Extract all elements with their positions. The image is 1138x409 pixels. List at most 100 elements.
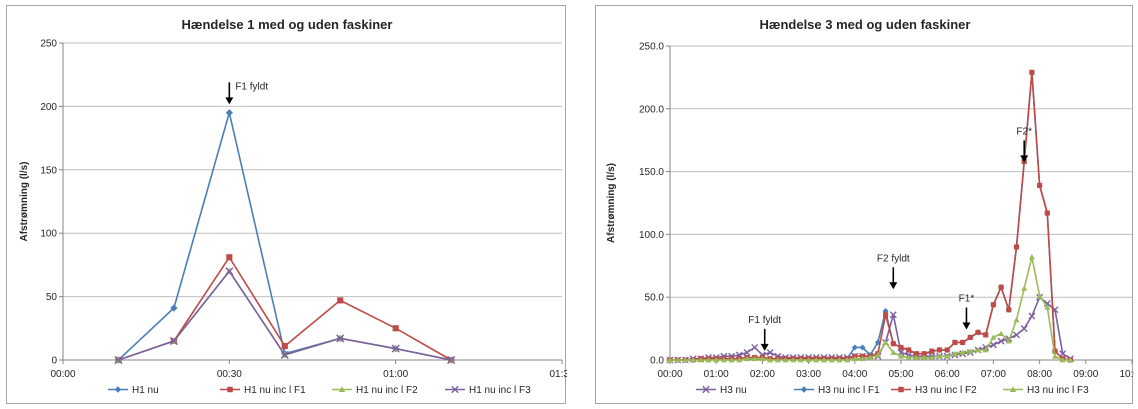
data-point: [929, 348, 935, 354]
data-point: [1020, 325, 1028, 333]
data-point: [898, 353, 904, 359]
data-point: [921, 354, 928, 360]
data-point: [874, 339, 881, 346]
legend-label: H3 nu inc l F1: [818, 385, 880, 396]
data-point: [921, 351, 927, 357]
x-tick-label: 00:00: [657, 369, 682, 380]
data-point: [336, 334, 345, 343]
data-point: [797, 357, 804, 363]
data-point: [705, 357, 712, 363]
data-point: [867, 354, 874, 360]
data-point: [998, 330, 1005, 337]
data-point: [337, 297, 344, 304]
data-point: [859, 344, 866, 351]
data-point: [1006, 307, 1012, 313]
x-tick-label: 05:00: [888, 369, 913, 380]
legend-label: H3 nu inc l F3: [1027, 385, 1089, 396]
data-point: [960, 339, 966, 345]
data-point: [805, 357, 812, 363]
x-tick-label: 00:00: [50, 369, 75, 380]
legend-item: H3 nu inc l F3: [1003, 385, 1089, 396]
data-point: [225, 109, 233, 117]
x-tick-label: 10:00: [1119, 369, 1134, 380]
data-point: [1021, 285, 1028, 291]
data-point: [975, 329, 981, 335]
legend-item: H1 nu inc l F2: [332, 385, 418, 396]
data-point: [959, 349, 966, 355]
x-tick-label: 01:00: [383, 369, 408, 380]
data-point: [1044, 210, 1050, 216]
data-point: [1028, 254, 1035, 260]
series-2: [667, 69, 1074, 363]
data-point: [751, 343, 759, 351]
legend-marker: [114, 386, 122, 393]
data-point: [890, 341, 896, 347]
x-tick-label: 09:00: [1073, 369, 1098, 380]
legend-item: H1 nu: [108, 385, 159, 396]
x-tick-label: 00:30: [217, 369, 242, 380]
data-point: [936, 353, 943, 359]
data-point: [874, 351, 881, 358]
legend-item: H3 nu inc l F2: [891, 385, 977, 396]
data-point: [720, 357, 727, 363]
data-point: [975, 346, 981, 353]
x-tick-label: 03:00: [796, 369, 821, 380]
annotation-arrowhead: [889, 282, 898, 290]
data-point: [998, 284, 1004, 290]
data-point: [392, 325, 399, 332]
data-point: [1013, 244, 1020, 250]
data-point: [1028, 312, 1036, 320]
annotation-label: F1 fyldt: [748, 315, 781, 326]
annotation-label: F2 fyldt: [877, 253, 910, 264]
x-tick-label: 01:00: [704, 369, 729, 380]
annotation-arrowhead: [962, 322, 971, 330]
data-point: [114, 355, 123, 365]
annotation-arrowhead: [760, 343, 769, 351]
legend-label: H1 nu inc l F1: [244, 385, 306, 396]
legend-marker: [898, 386, 904, 393]
data-point: [997, 337, 1005, 345]
data-point: [828, 357, 835, 363]
data-point: [944, 347, 950, 353]
legend-item: H3 nu: [696, 385, 747, 396]
y-tick-label: 150: [40, 165, 57, 176]
series-4: [114, 267, 456, 365]
legend-marker: [227, 386, 233, 393]
y-tick-label: 200.0: [639, 104, 664, 115]
y-tick-label: 50.0: [645, 293, 665, 304]
data-point: [447, 355, 456, 365]
data-point: [1013, 331, 1020, 339]
annotation-label: F1*: [959, 293, 975, 304]
data-point: [990, 302, 996, 308]
x-tick-label: 07:00: [981, 369, 1006, 380]
chart-title: Hændelse 1 med og uden faskiner: [182, 17, 393, 32]
data-point: [728, 357, 735, 363]
data-point: [967, 348, 974, 354]
legend-label: H1 nu: [132, 385, 159, 396]
x-tick-label: 01:30: [549, 369, 567, 380]
series-3: [667, 69, 1073, 363]
legend-label: H1 nu inc l F2: [356, 385, 418, 396]
data-point: [906, 347, 912, 353]
legend-marker: [451, 385, 459, 394]
x-tick-label: 02:00: [750, 369, 775, 380]
data-point: [667, 357, 673, 363]
data-point: [882, 339, 889, 345]
chart-panel-right: Hændelse 3 med og uden faskiner 0.0 50.0 10…: [595, 5, 1134, 404]
data-point: [844, 357, 851, 363]
legend-item: H1 nu inc l F3: [445, 385, 531, 396]
data-point: [674, 357, 681, 363]
annotation-label: F1 fyldt: [235, 81, 268, 92]
data-point: [1036, 292, 1043, 299]
chart-left: Hændelse 1 med og uden faskiner 0 50 100 150…: [19, 17, 567, 396]
data-point: [1005, 338, 1012, 344]
data-point: [1037, 182, 1043, 188]
series-line: [670, 296, 1071, 361]
data-point: [982, 346, 989, 353]
data-point: [767, 357, 774, 363]
legend-marker: [338, 386, 346, 393]
data-point: [836, 357, 843, 363]
data-point: [1059, 357, 1066, 363]
data-point: [690, 357, 697, 363]
data-point: [990, 334, 997, 340]
